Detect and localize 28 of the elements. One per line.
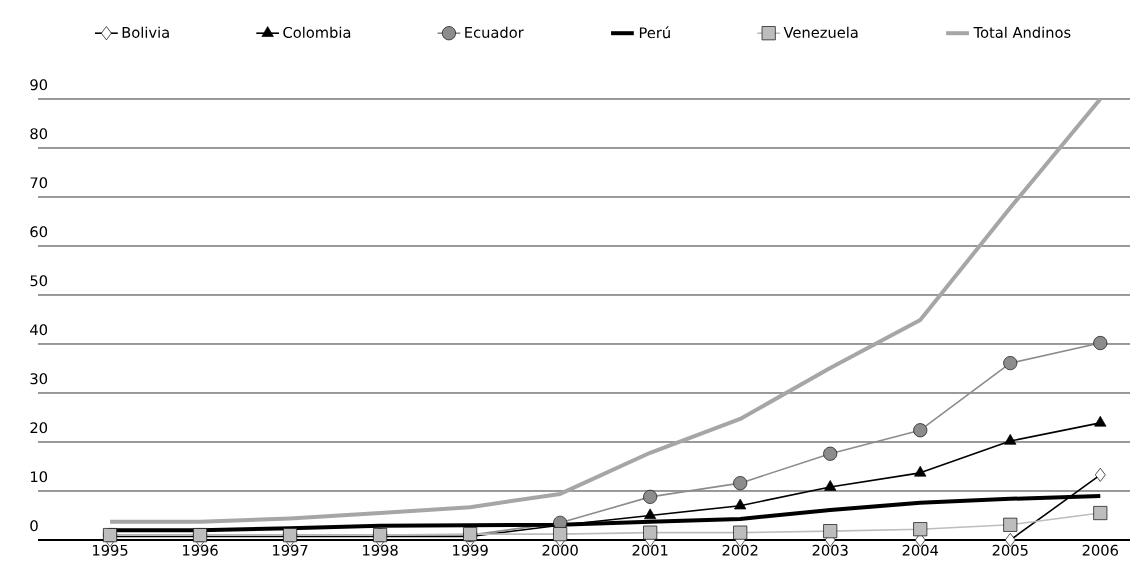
x-tick-label: 1995: [92, 544, 128, 556]
y-tick-label: 70: [30, 177, 48, 189]
legend-label: Perú: [639, 26, 670, 39]
legend-label: Venezuela: [783, 26, 858, 38]
legend-label: Ecuador: [465, 26, 524, 38]
y-tick-label: 60: [30, 226, 48, 238]
y-tick-label: 30: [30, 373, 48, 385]
x-tick-label: 1998: [363, 544, 398, 556]
x-tick-label: 2001: [632, 544, 668, 556]
legend-label: Total Andinos: [973, 26, 1071, 38]
x-tick-label: 2004: [902, 544, 939, 556]
x-tick-label: 2005: [992, 544, 1028, 556]
x-tick-label: 1999: [453, 544, 488, 556]
y-tick-label: 10: [30, 471, 48, 483]
x-tick-label: 2003: [812, 544, 848, 556]
x-tick-label: 2006: [1082, 544, 1119, 556]
x-tick-label: 1996: [183, 544, 218, 556]
legend-label: Bolivia: [122, 26, 169, 38]
y-tick-label: 90: [30, 79, 48, 91]
y-tick-label: 40: [30, 324, 48, 336]
y-tick-label: 20: [30, 422, 48, 434]
x-tick-label: 2000: [542, 544, 578, 556]
legend-label: Colombia: [283, 26, 351, 38]
x-tick-label: 2002: [722, 544, 758, 556]
x-tick-label: 1997: [273, 544, 308, 556]
y-tick-label: 0: [30, 520, 38, 532]
y-tick-label: 80: [30, 128, 48, 140]
y-tick-label: 50: [30, 275, 48, 287]
